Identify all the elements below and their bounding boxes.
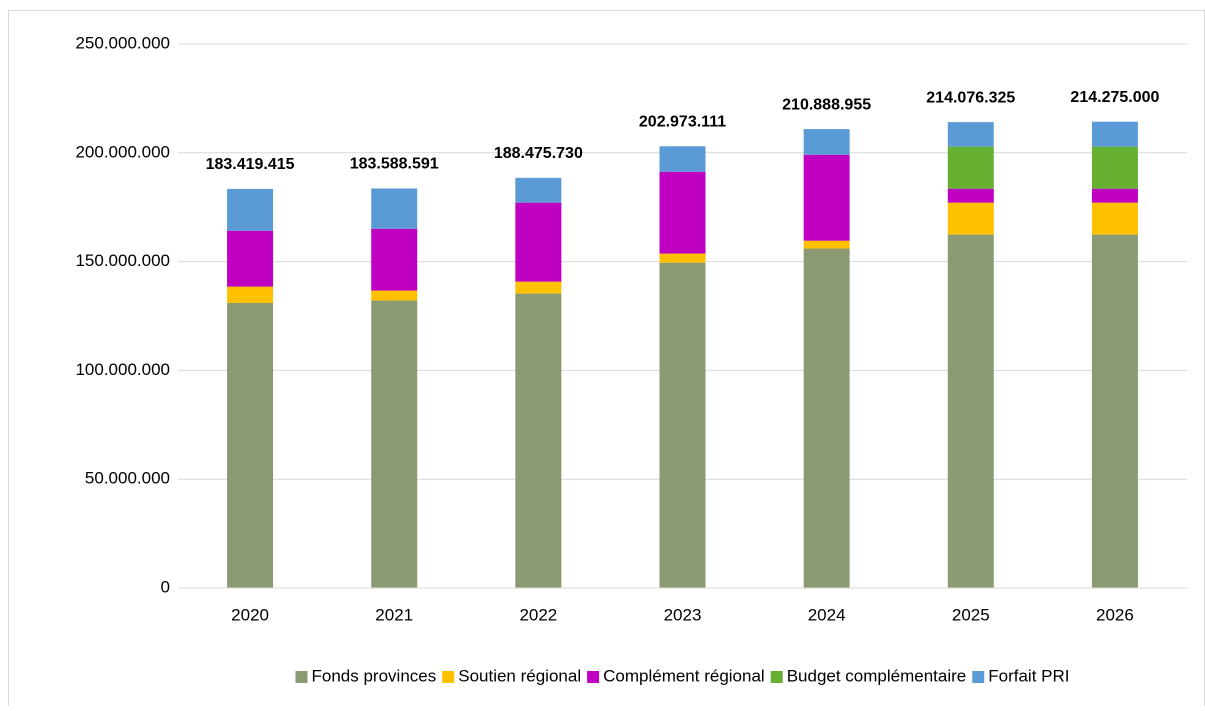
bar-segment [659,262,706,588]
bar-segment [803,129,850,155]
bar-segment [947,146,994,189]
x-tick-label: 2023 [664,605,702,624]
bar-segment [515,202,562,282]
bar-segment [227,230,274,287]
total-label: 183.588.591 [350,156,439,173]
total-label: 202.973.111 [639,113,726,130]
legend-label: Soutien régional [458,666,581,685]
bar-segment [515,281,562,294]
legend-label: Complément régional [603,666,765,685]
bar-segment [371,228,418,291]
legend-swatch [587,671,600,683]
bar-segment [659,146,706,172]
bar-segment [1091,146,1138,189]
bar-segment [1091,188,1138,203]
x-tick-label: 2025 [952,605,990,624]
legend-swatch [442,671,455,683]
legend-swatch [770,671,783,683]
bar-segment [1091,234,1138,588]
y-tick-label: 50.000.000 [85,469,170,488]
legend-swatch [972,671,985,683]
bar-segment [227,286,274,303]
bar-segment [803,248,850,588]
x-tick-label: 2026 [1096,605,1134,624]
total-label: 210.888.955 [782,96,871,113]
chart-frame [8,10,1205,711]
y-tick-label: 100.000.000 [75,360,170,379]
bar-segment [659,171,706,254]
total-label: 214.076.325 [926,89,1015,106]
bar-segment [947,202,994,235]
bar-segment [515,293,562,588]
bar-segment [227,302,274,588]
bar-segment [803,240,850,249]
bar-segment [1091,121,1138,147]
y-tick-label: 150.000.000 [75,251,170,270]
bar-segment [947,122,994,147]
bar-segment [947,234,994,588]
x-tick-label: 2022 [519,605,557,624]
y-tick-label: 200.000.000 [75,142,170,161]
total-label: 183.419.415 [206,156,295,173]
bar-segment [371,300,418,588]
legend-swatch [295,671,308,683]
y-tick-label: 250.000.000 [75,33,170,52]
bar-segment [947,188,994,203]
x-tick-label: 2020 [231,605,269,624]
legend-label: Fonds provinces [312,666,437,685]
legend-label: Budget complémentaire [787,666,967,685]
bar-segment [515,177,562,203]
bar-segment [1091,202,1138,235]
legend-label: Forfait PRI [988,666,1069,685]
x-tick-label: 2024 [808,605,846,624]
bar-segment [803,154,850,241]
total-label: 214.275.000 [1070,89,1159,106]
bar-segment [371,188,418,229]
x-tick-label: 2021 [375,605,413,624]
y-tick-label: 0 [161,577,170,596]
bar-segment [659,253,706,263]
bar-segment [371,290,418,301]
total-label: 188.475.730 [494,145,583,162]
bar-segment [227,188,274,231]
